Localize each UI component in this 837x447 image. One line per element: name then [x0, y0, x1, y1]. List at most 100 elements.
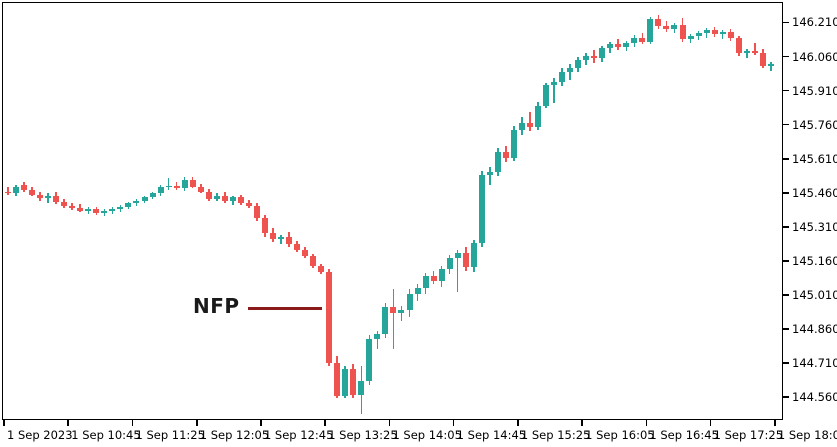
x-axis-tick-label: 1 Sep 14:05: [392, 428, 462, 442]
candle-body: [310, 256, 317, 267]
candle-body: [559, 71, 566, 83]
x-axis-tick-label: 1 Sep 2023: [7, 428, 73, 442]
candle-body: [743, 50, 750, 54]
y-axis-tick-label: 145.160: [792, 253, 837, 268]
x-axis-tick-mark: [324, 420, 326, 426]
candle-body: [125, 203, 132, 207]
x-axis-tick-mark: [3, 420, 5, 426]
x-axis-tick-label: 1 Sep 10:45: [71, 428, 141, 442]
x-axis-tick-label: 1 Sep 16:05: [585, 428, 655, 442]
candle-body: [318, 266, 325, 273]
candle-body: [398, 309, 405, 313]
candle-body: [21, 184, 28, 190]
candle-wick: [7, 187, 9, 195]
candle-body: [286, 237, 293, 245]
y-axis-tick-label: 145.760: [792, 117, 837, 132]
candle-body: [551, 82, 558, 86]
candle-body: [189, 180, 196, 187]
candle-body: [462, 253, 469, 268]
y-axis-tick-mark: [783, 89, 789, 92]
y-axis-tick-label: 144.860: [792, 322, 837, 337]
candle-body: [382, 307, 389, 335]
candle-body: [390, 307, 397, 313]
candle-body: [663, 25, 670, 29]
candle-wick: [280, 235, 282, 245]
candle-body: [253, 206, 260, 219]
candle-series: [3, 3, 782, 419]
candle-body: [342, 368, 349, 396]
candle-body: [639, 37, 646, 42]
candle-body: [719, 32, 726, 35]
y-axis-tick-mark: [783, 55, 789, 58]
x-axis-tick-mark: [452, 420, 455, 426]
candle-body: [687, 36, 694, 39]
candle-body: [165, 185, 172, 188]
candle-body: [69, 206, 76, 208]
candle-body: [326, 272, 333, 363]
candle-wick: [770, 62, 772, 72]
y-axis-tick-label: 145.910: [792, 83, 837, 98]
candle-body: [735, 38, 742, 54]
candle-body: [518, 123, 525, 130]
candle-body: [599, 48, 606, 59]
candle-body: [149, 193, 156, 197]
candle-body: [197, 186, 204, 192]
x-axis: 1 Sep 2023 1 Sep 10:45 1 Sep 11:25 1 Sep 12…: [0, 420, 837, 447]
candle-wick: [569, 64, 571, 80]
candle-body: [93, 208, 100, 213]
y-axis-tick-label: 146.060: [792, 49, 837, 64]
x-axis-tick-label: 1 Sep 18:05: [777, 428, 837, 442]
candle-wick: [456, 250, 459, 292]
x-axis-tick-label: 1 Sep 12:05: [199, 428, 270, 442]
candle-wick: [705, 28, 708, 38]
candle-body: [575, 60, 582, 69]
candle-body: [567, 68, 574, 72]
candle-wick: [553, 77, 555, 103]
x-axis-tick-label: 1 Sep 15:25: [520, 428, 591, 442]
candle-body: [486, 171, 493, 176]
x-axis-tick-mark: [131, 420, 134, 426]
candle-body: [45, 195, 52, 199]
candle-body: [767, 63, 774, 67]
candle-body: [510, 129, 517, 158]
candle-body: [703, 30, 710, 33]
candle-body: [478, 175, 485, 243]
y-axis-tick-mark: [783, 294, 789, 296]
candle-body: [5, 191, 11, 194]
x-axis-tick-mark: [774, 420, 776, 426]
x-axis-tick-mark: [581, 420, 583, 426]
x-axis-tick-mark: [645, 420, 648, 426]
candle-body: [526, 123, 533, 127]
plot-area[interactable]: [2, 2, 783, 420]
candle-body: [502, 152, 509, 158]
candle-body: [181, 180, 188, 189]
candle-wick: [167, 177, 170, 190]
y-axis-tick-label: 145.010: [792, 288, 837, 303]
candle-body: [221, 195, 228, 202]
candle-body: [358, 381, 365, 396]
y-axis-tick-label: 144.710: [792, 356, 837, 371]
candle-body: [269, 233, 276, 239]
candle-body: [615, 44, 622, 48]
candle-wick: [489, 167, 491, 186]
candle-body: [543, 85, 549, 106]
candle-body: [213, 195, 220, 199]
candle-wick: [721, 30, 724, 40]
candle-body: [261, 218, 268, 234]
candle-wick: [400, 306, 403, 322]
candle-wick: [529, 112, 531, 132]
x-axis-tick-label: 1 Sep 12:45: [263, 428, 334, 442]
candle-body: [61, 202, 68, 207]
y-axis-tick-label: 146.210: [792, 15, 837, 30]
y-axis-tick-mark: [783, 260, 789, 262]
candle-body: [245, 203, 252, 207]
candle-body: [173, 185, 180, 189]
candle-body: [631, 37, 638, 43]
candle-body: [29, 189, 36, 195]
candle-wick: [753, 43, 756, 55]
candle-body: [679, 24, 686, 39]
y-axis-tick-label: 144.560: [792, 390, 837, 405]
y-axis-tick-mark: [783, 157, 789, 160]
y-axis: 146.210 146.060 145.910 145.760 145.610 145.4…: [783, 0, 837, 447]
